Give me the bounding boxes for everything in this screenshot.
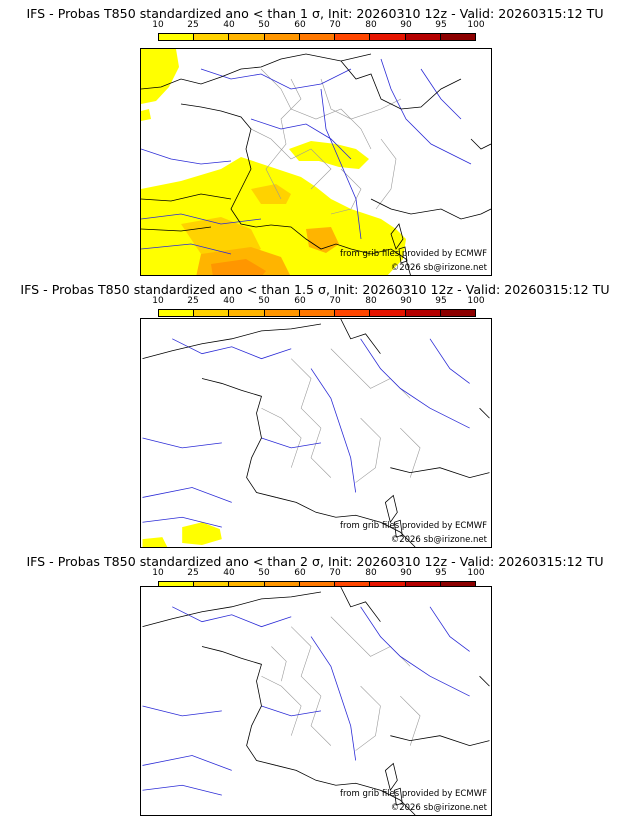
colorbar-tick-label: 50 xyxy=(258,568,270,578)
admin-boundaries xyxy=(261,348,421,483)
panel-title: IFS - Probas T850 standardized ano < tha… xyxy=(26,6,604,21)
rivers xyxy=(142,606,470,796)
colorbar-tick-label: 60 xyxy=(294,20,306,30)
colorbar-tick-label: 70 xyxy=(329,20,341,30)
colorbar-swatch xyxy=(440,310,475,316)
colorbar-tick-label: 10 xyxy=(152,296,164,306)
colorbar-tick-label: 100 xyxy=(467,568,485,578)
colorbar-swatch xyxy=(370,34,406,40)
probability-map: from grib files provided by ECMWF ©2026 … xyxy=(140,586,492,816)
colorbar-labels: 10 25 40 50 60 70 80 90 95 100 xyxy=(140,20,490,32)
colorbar-tick-label: 60 xyxy=(294,568,306,578)
colorbar-tick-label: 95 xyxy=(435,296,447,306)
colorbar xyxy=(158,309,476,317)
colorbar-swatch xyxy=(370,582,406,588)
map-panel-1sigma: IFS - Probas T850 standardized ano < tha… xyxy=(0,0,630,276)
colorbar-tick-label: 90 xyxy=(400,20,412,30)
coastline xyxy=(142,587,490,815)
colorbar-labels: 10 25 40 50 60 70 80 90 95 100 xyxy=(140,296,490,308)
probability-map: from grib files provided by ECMWF ©2026 … xyxy=(140,48,492,276)
colorbar-tick-label: 25 xyxy=(187,20,199,30)
colorbar-swatch xyxy=(194,582,230,588)
colorbar-swatch xyxy=(299,34,336,40)
rivers xyxy=(142,338,470,528)
map-canvas xyxy=(142,319,490,547)
colorbar-tick-label: 90 xyxy=(400,296,412,306)
colorbar-tick-label: 25 xyxy=(187,296,199,306)
colorbar-tick-label: 60 xyxy=(294,296,306,306)
colorbar-tick-label: 80 xyxy=(365,296,377,306)
map-panel-2sigma: IFS - Probas T850 standardized ano < tha… xyxy=(0,548,630,824)
panel-title: IFS - Probas T850 standardized ano < tha… xyxy=(20,282,610,297)
colorbar-swatch xyxy=(299,310,336,316)
colorbar-swatch xyxy=(229,310,265,316)
colorbar-tick-label: 95 xyxy=(435,568,447,578)
colorbar-swatch xyxy=(405,582,441,588)
colorbar xyxy=(158,33,476,41)
colorbar-swatch xyxy=(335,582,371,588)
credit-copyright: ©2026 sb@irizone.net xyxy=(390,803,487,813)
colorbar-swatch xyxy=(264,310,300,316)
colorbar-tick-label: 80 xyxy=(365,568,377,578)
colorbar-tick-label: 90 xyxy=(400,568,412,578)
colorbar-swatch xyxy=(405,310,441,316)
colorbar-swatch xyxy=(194,310,230,316)
credit-copyright: ©2026 sb@irizone.net xyxy=(390,263,487,273)
rivers xyxy=(141,58,472,255)
colorbar-swatch xyxy=(159,34,195,40)
colorbar-tick-label: 25 xyxy=(187,568,199,578)
colorbar-swatch xyxy=(264,582,300,588)
colorbar-tick-label: 10 xyxy=(152,568,164,578)
credit-copyright: ©2026 sb@irizone.net xyxy=(390,535,487,545)
coastline xyxy=(141,53,491,275)
colorbar-swatch xyxy=(299,582,336,588)
colorbar-swatch xyxy=(335,310,371,316)
colorbar-tick-label: 40 xyxy=(223,568,235,578)
panel-title: IFS - Probas T850 standardized ano < tha… xyxy=(26,554,604,569)
admin-boundaries xyxy=(261,616,421,751)
colorbar-swatch xyxy=(229,34,265,40)
colorbar-tick-label: 50 xyxy=(258,20,270,30)
colorbar-tick-label: 40 xyxy=(223,20,235,30)
map-canvas xyxy=(141,49,491,275)
credit-source: from grib files provided by ECMWF xyxy=(340,789,487,799)
colorbar-swatch xyxy=(370,310,406,316)
colorbar-tick-label: 80 xyxy=(365,20,377,30)
colorbar-swatch xyxy=(264,34,300,40)
map-panel-1-5sigma: IFS - Probas T850 standardized ano < tha… xyxy=(0,276,630,552)
colorbar-tick-label: 100 xyxy=(467,296,485,306)
colorbar-swatch xyxy=(159,310,195,316)
probability-fill xyxy=(142,522,222,547)
colorbar-tick-label: 95 xyxy=(435,20,447,30)
colorbar-tick-label: 70 xyxy=(329,296,341,306)
colorbar-tick-label: 40 xyxy=(223,296,235,306)
colorbar-swatch xyxy=(159,582,195,588)
colorbar-labels: 10 25 40 50 60 70 80 90 95 100 xyxy=(140,568,490,580)
colorbar-swatch xyxy=(335,34,371,40)
colorbar-swatch xyxy=(229,582,265,588)
colorbar-swatch xyxy=(440,582,475,588)
colorbar-tick-label: 100 xyxy=(467,20,485,30)
credit-source: from grib files provided by ECMWF xyxy=(340,249,487,259)
colorbar-swatch xyxy=(440,34,475,40)
colorbar-tick-label: 70 xyxy=(329,568,341,578)
colorbar-tick-label: 10 xyxy=(152,20,164,30)
colorbar-swatch xyxy=(405,34,441,40)
coastline xyxy=(142,319,490,547)
colorbar-tick-label: 50 xyxy=(258,296,270,306)
map-canvas xyxy=(142,587,490,815)
probability-fill xyxy=(141,49,406,275)
colorbar-swatch xyxy=(194,34,230,40)
credit-source: from grib files provided by ECMWF xyxy=(340,521,487,531)
probability-map: from grib files provided by ECMWF ©2026 … xyxy=(140,318,492,548)
